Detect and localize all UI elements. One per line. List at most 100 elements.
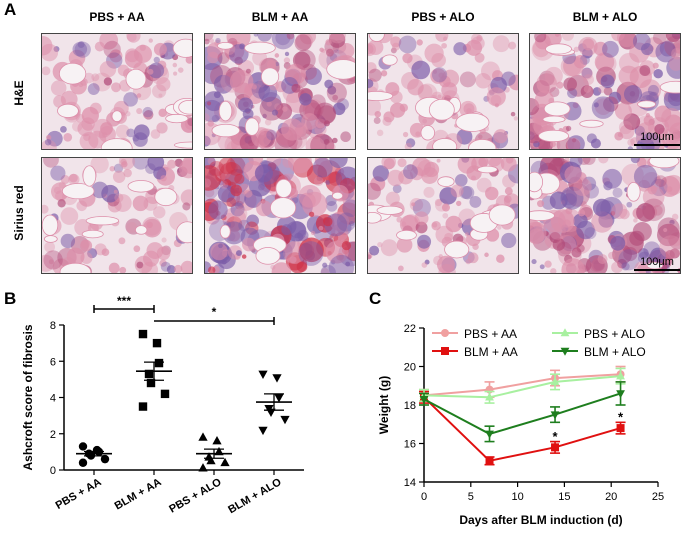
- data-point: [485, 392, 494, 401]
- tissue-cell-cluster: [402, 53, 413, 64]
- tissue-cell-cluster: [591, 96, 615, 119]
- tissue-cell-cluster: [109, 49, 123, 63]
- tissue-cell-cluster: [294, 34, 312, 52]
- series-line: [423, 396, 621, 462]
- tissue-cell-cluster: [187, 117, 192, 127]
- significance-label: ***: [117, 294, 131, 308]
- alveolar-space: [174, 141, 192, 149]
- tissue-cell-cluster: [60, 233, 76, 249]
- tissue-cell-cluster: [296, 122, 308, 135]
- tissue-cell-cluster: [226, 140, 243, 149]
- tissue-cell-cluster: [539, 70, 555, 86]
- y-tick-label: 2: [50, 429, 56, 441]
- tissue-cell-cluster: [159, 259, 167, 267]
- tissue-cell-cluster: [627, 138, 635, 147]
- tissue-cell-cluster: [435, 34, 449, 42]
- alveolar-space: [59, 262, 92, 273]
- tissue-cell-cluster: [242, 237, 256, 252]
- scale-bar-row1: 100μm: [634, 131, 680, 146]
- tissue-cell-cluster: [423, 186, 435, 198]
- tissue-cell-cluster: [60, 175, 70, 185]
- alveolar-space: [244, 117, 260, 136]
- tissue-cell-cluster: [266, 59, 277, 70]
- x-tick-label: 15: [558, 491, 570, 503]
- tissue-cell-cluster: [141, 261, 159, 273]
- tissue-cell-cluster: [60, 207, 79, 225]
- alveolar-space: [217, 41, 234, 50]
- scale-bar-label: 100μm: [640, 131, 674, 143]
- tissue-cell-cluster: [645, 113, 650, 118]
- tissue-cell-cluster: [504, 187, 513, 196]
- histology-image-h-e-blm-alo: [529, 33, 681, 150]
- tissue-cell-cluster: [235, 250, 242, 256]
- tissue-cell-cluster: [298, 184, 322, 208]
- tissue-cell-cluster: [325, 39, 332, 46]
- tissue-cell-cluster: [258, 83, 278, 103]
- tissue-cell-cluster: [566, 137, 581, 149]
- alveolar-space: [134, 225, 148, 235]
- tissue-cell-cluster: [431, 67, 448, 83]
- tissue-cell-cluster: [271, 109, 279, 116]
- tissue-cell-cluster: [83, 133, 91, 141]
- tissue-cell-cluster: [618, 52, 640, 74]
- tissue-cell-cluster: [560, 56, 582, 77]
- tissue-cell-cluster: [209, 38, 214, 44]
- tissue-cell-cluster: [412, 198, 431, 217]
- tissue-cell-cluster: [581, 67, 593, 79]
- tissue-cell-cluster: [99, 61, 117, 78]
- alveolar-space: [82, 165, 97, 187]
- data-point: [272, 374, 282, 383]
- tissue-cell-cluster: [43, 250, 63, 270]
- legend-swatch-marker: [441, 347, 449, 355]
- tissue-cell-cluster: [102, 132, 108, 138]
- tissue-cell-cluster: [42, 36, 53, 56]
- tissue-cell-cluster: [139, 44, 146, 51]
- tissue-cell-cluster: [671, 47, 680, 60]
- tissue-cell-cluster: [399, 215, 419, 234]
- tissue-cell-cluster: [563, 55, 584, 77]
- tissue-cell-cluster: [438, 263, 456, 273]
- tissue-cell-cluster: [320, 267, 330, 273]
- tissue-cell-cluster: [669, 122, 680, 141]
- y-tick-label: 22: [404, 323, 416, 335]
- tissue-cell-cluster: [407, 78, 424, 96]
- tissue-cell-cluster: [508, 41, 517, 50]
- y-tick-label: 14: [404, 477, 416, 489]
- tissue-cell-cluster: [172, 62, 178, 68]
- significance-label: *: [553, 429, 559, 444]
- data-point: [154, 358, 164, 368]
- tissue-cell-cluster: [573, 46, 580, 53]
- tissue-cell-cluster: [289, 256, 297, 264]
- tissue-cell-cluster: [153, 206, 166, 219]
- alveolar-space: [326, 59, 355, 80]
- tissue-cell-cluster: [310, 133, 335, 149]
- tissue-cell-cluster: [217, 52, 230, 64]
- tissue-cell-cluster: [101, 248, 110, 256]
- tissue-cell-cluster: [610, 235, 626, 251]
- tissue-cell-cluster: [539, 264, 545, 270]
- y-tick-label: 4: [50, 393, 56, 405]
- tissue-cell-cluster: [349, 220, 355, 227]
- tissue-cell-cluster: [158, 108, 167, 118]
- tissue-cell-cluster: [639, 65, 651, 76]
- tissue-cell-cluster: [561, 193, 577, 209]
- tissue-cell-cluster: [205, 38, 210, 45]
- tissue-cell-cluster: [78, 82, 84, 88]
- histology-image-h-e-blm-aa: [204, 33, 356, 150]
- tissue-cell-cluster: [266, 101, 272, 107]
- legend-label: PBS + ALO: [584, 327, 645, 341]
- tissue-cell-cluster: [336, 212, 355, 232]
- data-point: [146, 378, 156, 388]
- tissue-cell-cluster: [167, 159, 177, 169]
- tissue-cell-cluster: [406, 163, 414, 172]
- tissue-cell-cluster: [207, 266, 216, 273]
- tissue-cell-cluster: [592, 87, 602, 96]
- tissue-cell-cluster: [282, 106, 288, 112]
- tissue-cell-cluster: [595, 53, 617, 75]
- tissue-cell-cluster: [329, 158, 348, 169]
- tissue-cell-cluster: [91, 73, 100, 82]
- tissue-cell-cluster: [328, 172, 343, 186]
- alveolar-space: [368, 211, 382, 224]
- tissue-cell-cluster: [117, 64, 130, 77]
- tissue-cell-cluster: [430, 68, 447, 84]
